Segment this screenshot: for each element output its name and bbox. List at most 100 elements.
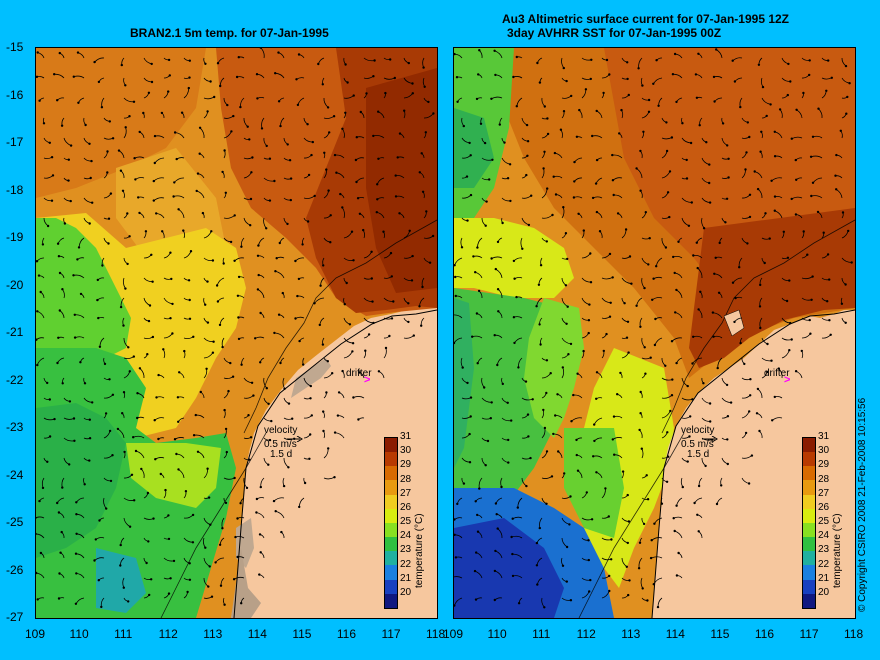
current-vector-head: [346, 81, 349, 84]
current-vector: [554, 152, 563, 159]
current-vector: [123, 337, 129, 348]
current-vector: [454, 576, 463, 579]
current-vector-head: [511, 574, 515, 578]
current-vector-head: [516, 506, 519, 509]
current-vector-head: [394, 195, 398, 198]
current-vector-head: [578, 108, 581, 112]
current-vector-head: [341, 369, 344, 373]
current-vector-head: [568, 523, 571, 526]
current-vector-head: [221, 345, 224, 349]
current-vector-head: [237, 56, 240, 59]
current-vector-head: [186, 590, 189, 594]
current-vector-head: [786, 256, 790, 259]
current-vector-head: [332, 115, 336, 118]
current-vector-head: [483, 386, 486, 389]
current-vector-head: [745, 151, 748, 154]
current-vector-head: [475, 312, 479, 315]
current-vector: [491, 96, 503, 100]
latitude-tick-label: -15: [6, 40, 24, 54]
current-vector-head: [746, 242, 749, 245]
current-vector-head: [153, 161, 156, 165]
current-vector-head: [847, 229, 850, 233]
current-vector: [652, 77, 663, 85]
longitude-tick-label: 115: [292, 627, 312, 641]
velocity-scale-label: 0.5 m/s: [264, 439, 297, 450]
current-vector-head: [497, 310, 500, 313]
avhrr-sst-map[interactable]: drifter > velocity 0.5 m/s 1.5 d tempera…: [453, 47, 856, 619]
current-vector-head: [229, 361, 232, 365]
current-vector-head: [513, 277, 516, 280]
current-vector-head: [697, 52, 700, 55]
current-vector-head: [77, 101, 80, 104]
current-vector-head: [48, 398, 51, 401]
current-vector-head: [844, 64, 848, 68]
current-vector-head: [454, 275, 457, 279]
current-vector-head: [644, 372, 647, 375]
current-vector-head: [664, 246, 668, 249]
current-vector-head: [515, 55, 518, 59]
current-vector-head: [150, 62, 153, 66]
current-vector-head: [844, 321, 847, 324]
current-vector: [419, 297, 425, 307]
current-vector-head: [787, 62, 790, 66]
current-vector: [243, 117, 248, 127]
current-vector: [674, 272, 683, 279]
current-vector-head: [280, 530, 283, 534]
current-vector-head: [590, 518, 594, 521]
current-vector-head: [537, 283, 541, 286]
current-vector-head: [157, 373, 160, 377]
current-vector-head: [201, 211, 205, 215]
current-vector: [323, 372, 333, 379]
current-vector: [256, 512, 265, 519]
current-vector-head: [136, 416, 139, 420]
current-vector: [581, 77, 591, 80]
current-vector: [581, 89, 587, 99]
current-vector-head: [297, 53, 301, 56]
current-vector: [511, 535, 523, 539]
current-vector: [581, 577, 591, 581]
current-vector-head: [557, 450, 560, 453]
current-vector-head: [665, 149, 669, 153]
current-vector: [43, 217, 49, 227]
current-vector-head: [738, 266, 741, 269]
current-vector: [261, 117, 265, 129]
current-vector: [732, 57, 743, 62]
current-vector: [122, 277, 126, 289]
current-vector-head: [287, 402, 291, 405]
current-vector-head: [150, 80, 154, 84]
current-vector-head: [89, 176, 92, 180]
current-vector-head: [466, 381, 469, 385]
current-vector-head: [283, 387, 286, 390]
current-vector-head: [802, 91, 805, 95]
current-vector-head: [344, 63, 347, 66]
current-vector-head: [411, 82, 414, 85]
current-vector-head: [587, 331, 590, 335]
current-vector: [513, 257, 523, 262]
current-vector-head: [322, 264, 325, 267]
current-vector: [501, 417, 512, 422]
current-vector: [376, 211, 385, 219]
current-vector-head: [384, 91, 387, 95]
current-vector: [295, 316, 305, 319]
current-vector: [500, 477, 503, 488]
current-vector-head: [377, 370, 381, 373]
current-vector: [501, 157, 511, 165]
current-vector-head: [322, 429, 325, 433]
current-vector-head: [128, 115, 131, 118]
current-vector-head: [372, 321, 375, 325]
current-vector-head: [846, 95, 849, 99]
current-vector-head: [525, 173, 528, 177]
current-vector-head: [777, 367, 780, 370]
current-vector: [263, 377, 268, 389]
current-vector-head: [757, 63, 761, 66]
current-vector: [693, 335, 703, 339]
current-vector-head: [462, 482, 466, 485]
current-vector: [454, 597, 463, 606]
current-vector-head: [196, 450, 200, 453]
current-vector: [173, 195, 185, 199]
bran-temperature-map[interactable]: drifter > velocity 0.5 m/s 1.5 d tempera…: [35, 47, 438, 619]
current-vector-head: [231, 375, 235, 378]
current-vector: [143, 297, 151, 306]
current-vector-head: [108, 429, 112, 433]
current-vector: [255, 336, 265, 339]
